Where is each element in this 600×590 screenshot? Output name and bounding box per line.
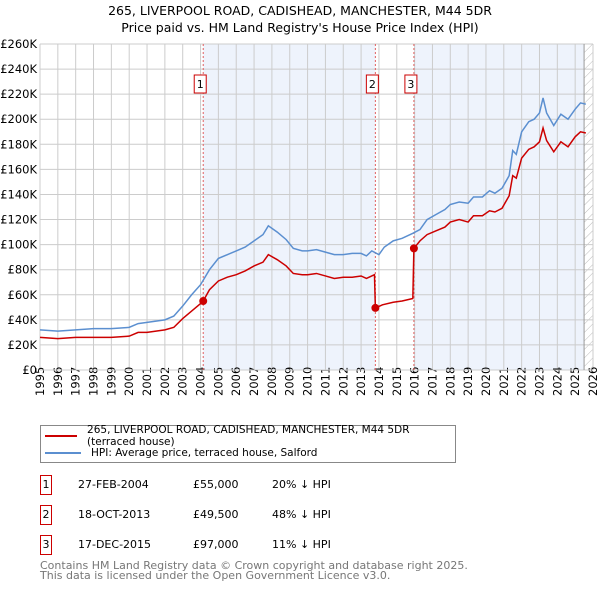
y-tick-label: £220K [0,87,37,101]
sale-price: £55,000 [193,478,239,491]
y-tick-label: £240K [0,62,37,76]
sale-marker-box [193,74,207,94]
sale-point [409,244,418,253]
x-tick-label: 2018 [443,367,457,396]
y-tick-label: £20K [8,338,38,352]
sale-badge: 2 [40,505,52,525]
y-tick-label: £140K [0,187,37,201]
x-tick-label: 2011 [318,367,332,396]
y-tick-label: £160K [0,162,37,176]
sale-date: 17-DEC-2015 [78,538,152,551]
sale-point [371,303,380,312]
sale-point [199,297,208,306]
legend-item-hpi: HPI: Average price, terraced house, Salf… [45,445,317,461]
x-tick-label: 1995 [33,367,47,396]
y-tick-label: £0 [22,363,37,377]
x-tick-label: 2007 [247,367,261,396]
y-tick-label: £60K [8,288,38,302]
legend-label: HPI: Average price, terraced house, Salf… [91,447,318,459]
x-tick-label: 2021 [497,367,511,396]
sale-date: 27-FEB-2004 [78,478,149,491]
x-tick-label: 2013 [354,367,368,396]
x-tick-label: 2012 [336,367,350,396]
x-tick-label: 2017 [425,367,439,396]
legend-item-property: 265, LIVERPOOL ROAD, CADISHEAD, MANCHEST… [45,424,455,448]
footer: Contains HM Land Registry data © Crown c… [40,559,468,582]
sale-marker-label: 1 [197,78,204,91]
sale-date: 18-OCT-2013 [78,508,151,521]
price-paid-line [39,125,587,340]
sale-hpi-diff: 11% ↓ HPI [272,538,331,551]
x-tick-label: 2009 [283,367,297,396]
x-tick-label: 1996 [51,367,65,396]
sale-marker-label: 2 [369,78,376,91]
legend: 265, LIVERPOOL ROAD, CADISHEAD, MANCHEST… [40,424,456,463]
y-tick-label: £180K [0,137,37,151]
x-tick-label: 2026 [586,367,600,396]
x-tick-label: 2015 [390,367,404,396]
x-tick-label: 2010 [301,367,315,396]
price-chart: 1995 1996 1997 1998 1999 2000 2001 2002 2003 2004… [0,37,600,396]
y-tick-label: £40K [8,313,38,327]
sale-marker-label: 3 [407,78,414,91]
x-tick-label: 2020 [479,367,493,396]
footer-line-2: This data is licensed under the Open Gov… [40,569,391,582]
y-tick-label: £100K [0,238,37,252]
x-tick-label: 2000 [122,367,136,396]
x-tick-label: 2022 [515,367,529,396]
y-tick-label: £80K [8,263,38,277]
x-tick-label: 2014 [372,367,386,396]
footer-line-1: Contains HM Land Registry data © Crown c… [40,559,468,572]
x-tick-label: 2019 [461,367,475,396]
x-tick-label: 1997 [69,367,83,396]
legend-label: 265, LIVERPOOL ROAD, CADISHEAD, MANCHEST… [87,424,410,448]
sale-badge: 1 [40,475,52,495]
shaded-ownership-period [413,44,585,370]
sale-hpi-diff: 20% ↓ HPI [272,478,331,491]
legend-swatch-red [45,435,78,437]
x-tick-label: 2025 [568,367,582,396]
x-tick-label: 1999 [104,367,118,396]
y-tick-label: £200K [0,112,37,126]
x-tick-label: 2001 [140,367,154,396]
sale-price: £97,000 [193,538,239,551]
hpi-line [39,97,587,332]
legend-swatch-blue [45,452,81,454]
x-tick-label: 2008 [265,367,279,396]
x-tick-label: 2006 [229,367,243,396]
x-tick-label: 2023 [532,367,546,396]
x-tick-label: 2004 [194,367,208,396]
chart-title: 265, LIVERPOOL ROAD, CADISHEAD, MANCHEST… [108,3,492,18]
x-tick-label: 2024 [550,367,564,396]
chart-subtitle: Price paid vs. HM Land Registry's House … [121,20,479,35]
sale-price: £49,500 [193,508,239,521]
sale-marker-box [404,74,418,94]
x-tick-label: 2005 [211,367,225,396]
sale-badge: 3 [40,535,52,555]
sale-hpi-diff: 48% ↓ HPI [272,508,331,521]
x-tick-label: 2003 [176,367,190,396]
sale-marker-box [365,74,379,94]
y-tick-label: £260K [0,37,37,51]
x-tick-label: 2002 [158,367,172,396]
x-tick-label: 1998 [87,367,101,396]
hatched-region [584,44,593,370]
y-tick-label: £120K [0,213,37,227]
x-tick-label: 2016 [408,367,422,396]
